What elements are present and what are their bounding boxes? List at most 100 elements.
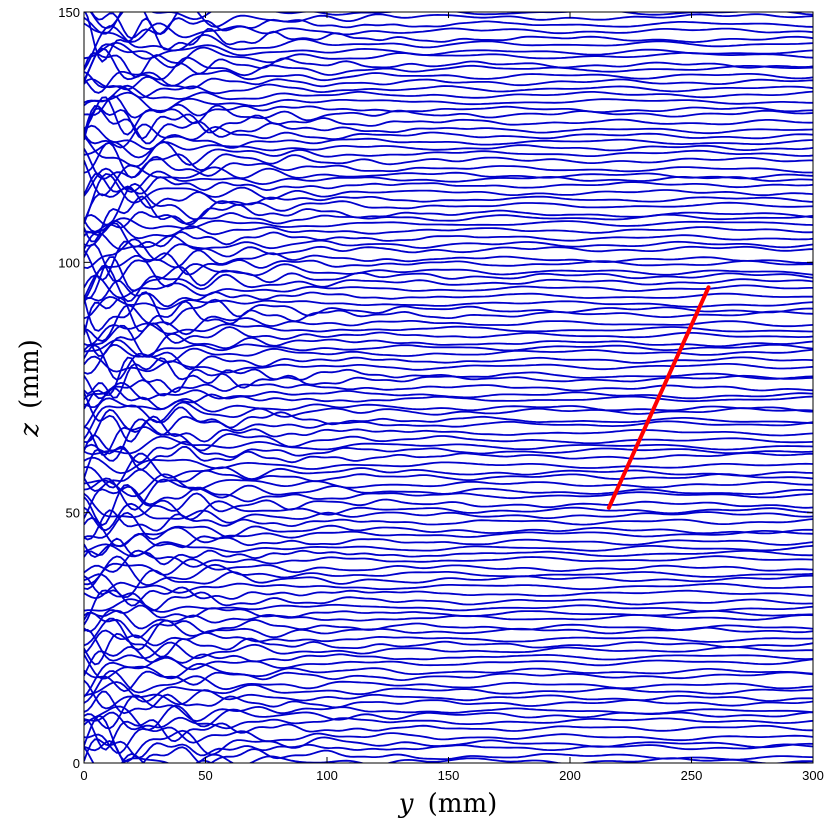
profile-line	[84, 77, 813, 99]
profile-line	[84, 401, 813, 440]
profile-line	[84, 541, 813, 558]
profile-line	[84, 575, 813, 607]
profile-line	[84, 105, 813, 140]
profile-line	[84, 511, 813, 541]
y-axis-label: z (mm)	[15, 339, 45, 438]
profile-line	[84, 549, 813, 574]
profile-line	[84, 148, 813, 180]
profile-line	[84, 555, 813, 586]
profile-line	[84, 694, 813, 730]
profile-line	[84, 279, 813, 308]
profile-line	[84, 123, 813, 149]
profile-line	[84, 718, 813, 751]
x-tick-label: 300	[802, 768, 824, 783]
x-tick-label: 50	[198, 768, 212, 783]
profile-line	[84, 654, 813, 680]
profile-line	[84, 324, 813, 358]
profile-line	[84, 140, 813, 159]
y-tick-label: 50	[66, 506, 80, 521]
profile-line	[84, 172, 813, 225]
profile-line	[84, 569, 813, 599]
y-axis-ticks: 0 50 100 150	[58, 5, 813, 771]
profile-line	[84, 343, 813, 375]
profile-line	[84, 25, 813, 71]
x-axis-label-unit: (mm)	[428, 789, 498, 819]
profile-line	[84, 435, 813, 456]
profile-line	[84, 355, 813, 374]
profile-line	[84, 231, 813, 251]
profile-line	[84, 456, 813, 475]
y-tick-label: 100	[58, 255, 80, 270]
profile-line	[84, 452, 813, 489]
profile-line	[84, 397, 813, 429]
profile-line	[84, 598, 813, 613]
profile-line	[84, 609, 813, 630]
profile-line	[84, 381, 813, 401]
profile-line	[84, 322, 813, 357]
profile-line	[84, 124, 813, 151]
profile-line	[84, 408, 813, 444]
profile-line	[84, 220, 813, 247]
profile-line	[84, 195, 813, 243]
profile-line	[84, 84, 813, 104]
profile-line	[84, 22, 813, 43]
profile-line	[84, 669, 813, 693]
plot-area	[83, 11, 814, 764]
profile-line	[84, 661, 813, 698]
x-tick-label: 0	[80, 768, 87, 783]
profile-line	[84, 415, 813, 456]
profile-line	[84, 255, 813, 299]
x-axis-label-var: y	[398, 789, 414, 819]
profile-line	[84, 107, 813, 145]
profile-line	[84, 473, 813, 498]
profile-line	[84, 711, 813, 731]
profile-line	[84, 483, 813, 527]
x-tick-label: 200	[559, 768, 581, 783]
red-reference-line	[606, 285, 711, 510]
x-tick-label: 150	[438, 768, 460, 783]
profile-line	[84, 240, 813, 282]
profile-line	[84, 604, 813, 633]
profile-line	[84, 135, 813, 168]
profile-line	[84, 211, 813, 233]
profile-line	[84, 645, 813, 677]
profile-line	[84, 217, 813, 234]
profile-line	[84, 94, 813, 119]
profile-line	[84, 632, 813, 666]
profile-line	[84, 339, 813, 358]
profile-line	[84, 296, 813, 336]
profile-line	[84, 492, 813, 521]
profile-line	[84, 344, 813, 381]
profile-line	[84, 537, 813, 566]
x-axis-ticks: 0 50 100 150 200 250 300	[80, 12, 824, 783]
x-axis-label: y (mm)	[398, 789, 498, 819]
profile-line	[84, 71, 813, 91]
profile-line	[84, 243, 813, 283]
profile-line	[84, 47, 813, 81]
profile-line	[84, 581, 813, 600]
profile-line	[84, 256, 813, 300]
y-axis-label-unit: (mm)	[15, 339, 45, 409]
profile-line	[84, 91, 813, 114]
profile-line	[84, 611, 813, 639]
profile-line	[84, 69, 813, 94]
profile-line	[84, 477, 813, 511]
profile-line	[84, 96, 813, 136]
y-axis-label-var: z	[15, 423, 45, 438]
profile-line	[90, 12, 813, 40]
profile-line	[84, 375, 813, 400]
profile-line	[84, 222, 813, 248]
x-tick-label: 250	[681, 768, 703, 783]
profile-line	[84, 681, 813, 703]
profile-line	[84, 517, 813, 547]
profile-line	[84, 41, 813, 60]
profile-line	[84, 141, 813, 179]
profile-line	[84, 445, 813, 479]
profile-line	[84, 51, 813, 79]
profile-line	[84, 295, 813, 320]
y-tick-label: 0	[73, 756, 80, 771]
red-segment-layer	[606, 285, 711, 510]
profile-line	[84, 264, 813, 303]
profile-line	[84, 704, 813, 731]
